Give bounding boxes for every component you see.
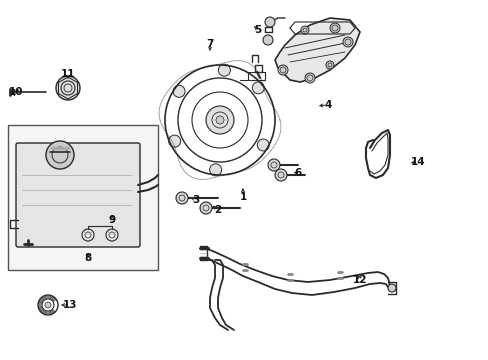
Circle shape (209, 164, 221, 176)
Circle shape (305, 73, 314, 83)
Text: 12: 12 (352, 275, 366, 285)
Text: 5: 5 (254, 25, 261, 35)
Circle shape (46, 141, 74, 169)
Circle shape (252, 82, 264, 94)
Polygon shape (274, 18, 359, 82)
Text: 7: 7 (206, 39, 213, 49)
Text: 2: 2 (214, 205, 221, 215)
Circle shape (176, 192, 187, 204)
Circle shape (274, 169, 286, 181)
Text: 8: 8 (84, 253, 91, 263)
Circle shape (301, 26, 308, 34)
Circle shape (56, 76, 80, 100)
Text: 1: 1 (239, 192, 246, 202)
Circle shape (200, 202, 212, 214)
Text: 6: 6 (294, 168, 301, 178)
FancyBboxPatch shape (16, 143, 140, 247)
Circle shape (218, 64, 230, 76)
Text: 4: 4 (324, 100, 331, 110)
Circle shape (45, 302, 51, 308)
Circle shape (325, 61, 333, 69)
Circle shape (267, 159, 280, 171)
Circle shape (216, 116, 224, 124)
Text: 14: 14 (410, 157, 425, 167)
Text: 10: 10 (9, 87, 23, 97)
Text: 13: 13 (62, 300, 77, 310)
Circle shape (342, 37, 352, 47)
Circle shape (173, 85, 184, 97)
Circle shape (205, 106, 234, 134)
Text: 3: 3 (192, 195, 199, 205)
Circle shape (329, 23, 339, 33)
Text: 9: 9 (108, 215, 115, 225)
Circle shape (387, 284, 395, 292)
Circle shape (263, 35, 272, 45)
Circle shape (168, 135, 180, 147)
Text: 11: 11 (61, 69, 75, 79)
Bar (8, 125, 158, 270)
Circle shape (257, 139, 269, 151)
Circle shape (264, 17, 274, 27)
Circle shape (278, 65, 287, 75)
